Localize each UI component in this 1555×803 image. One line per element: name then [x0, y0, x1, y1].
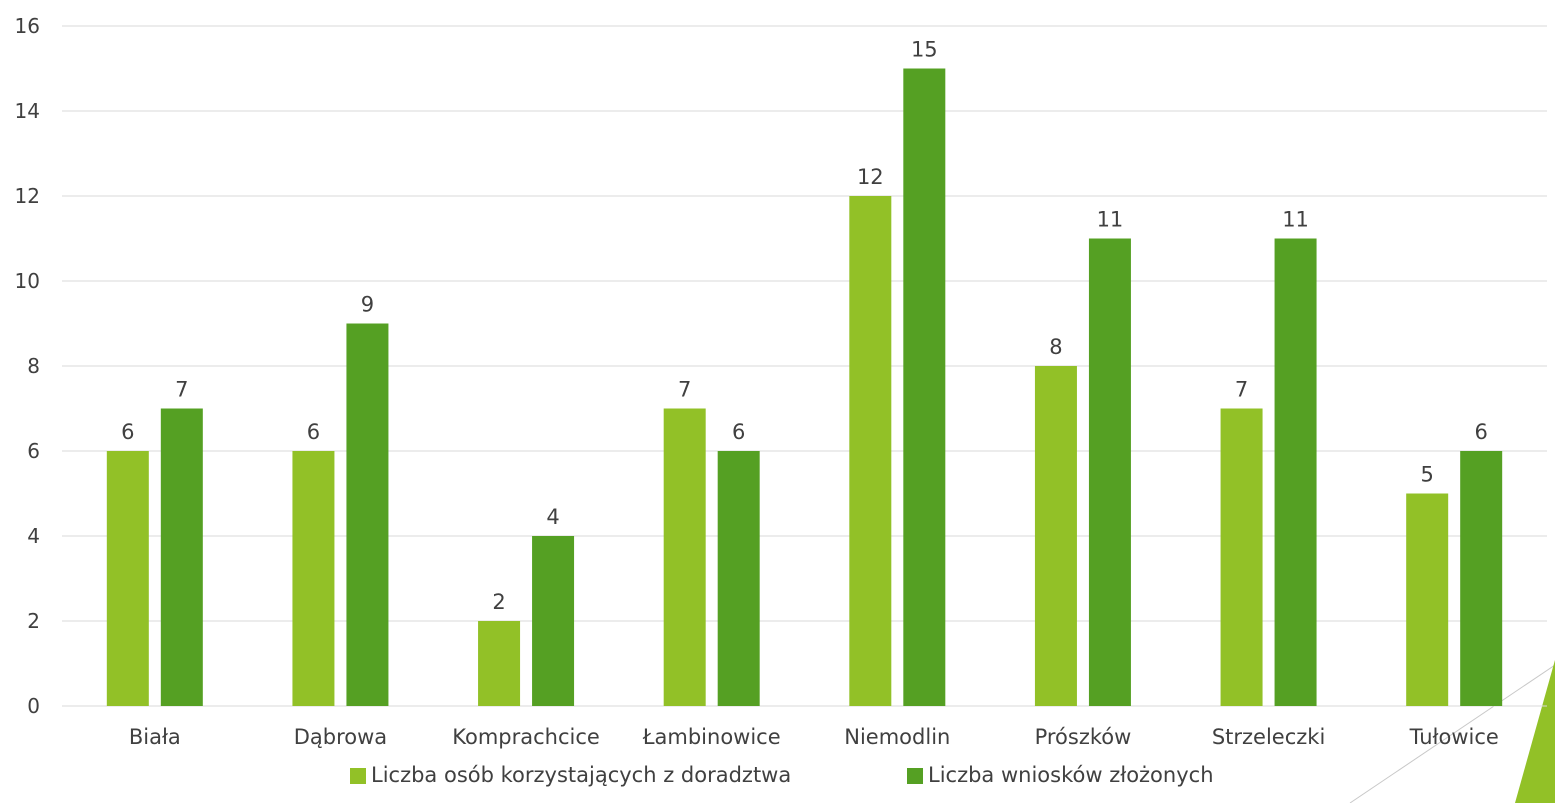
- legend: Liczba osób korzystających z doradztwa Li…: [350, 763, 1214, 787]
- data-label: 11: [1282, 208, 1309, 232]
- y-tick-label: 16: [15, 14, 40, 38]
- corner-decoration-line: [1349, 664, 1555, 803]
- bar-doradztwo: [478, 621, 521, 706]
- bar-doradztwo: [1406, 493, 1449, 706]
- data-label: 12: [857, 165, 884, 189]
- data-label: 15: [911, 38, 938, 62]
- bar-doradztwo: [663, 408, 706, 706]
- data-labels: 6 7 6 9 2 4 7 6 12 15 8 11 7 11 5 6: [121, 38, 1488, 615]
- data-label: 6: [121, 420, 134, 444]
- y-tick-label: 10: [15, 269, 40, 293]
- data-label: 4: [546, 505, 559, 529]
- bar-wnioski: [160, 408, 203, 706]
- category-label: Niemodlin: [844, 725, 950, 749]
- category-label: Biała: [129, 725, 181, 749]
- data-label: 2: [492, 590, 505, 614]
- data-label: 6: [307, 420, 320, 444]
- y-tick-label: 14: [15, 99, 40, 123]
- data-label: 11: [1097, 208, 1124, 232]
- data-label: 9: [361, 293, 374, 317]
- data-label: 5: [1421, 463, 1434, 487]
- data-label: 7: [175, 378, 188, 402]
- category-label: Tułowice: [1409, 725, 1499, 749]
- bar-doradztwo: [1034, 366, 1077, 706]
- bar-doradztwo: [849, 196, 892, 706]
- legend-label: Liczba wniosków złożonych: [928, 763, 1214, 787]
- category-label: Strzeleczki: [1212, 725, 1325, 749]
- category-label: Komprachcice: [452, 725, 600, 749]
- data-label: 7: [678, 378, 691, 402]
- gridlines: [62, 25, 1547, 707]
- corner-decoration: [1349, 660, 1555, 803]
- y-tick-label: 6: [27, 439, 40, 463]
- y-tick-label: 4: [27, 524, 40, 548]
- bar-wnioski: [903, 68, 946, 706]
- data-label: 7: [1235, 378, 1248, 402]
- bar-wnioski: [717, 451, 760, 706]
- category-label: Dąbrowa: [294, 725, 387, 749]
- data-label: 8: [1049, 335, 1062, 359]
- legend-swatch: [350, 768, 366, 784]
- corner-decoration-triangle: [1515, 660, 1555, 803]
- bar-wnioski: [1088, 238, 1131, 706]
- bar-wnioski: [1460, 451, 1503, 706]
- category-labels: Biała Dąbrowa Komprachcice Łambinowice Niemo…: [129, 725, 1499, 749]
- bar-wnioski: [1274, 238, 1317, 706]
- bar-doradztwo: [106, 451, 149, 706]
- bar-doradztwo: [292, 451, 335, 706]
- y-tick-label: 2: [27, 609, 40, 633]
- y-tick-label: 8: [27, 354, 40, 378]
- category-label: Prószków: [1035, 725, 1132, 749]
- data-label: 6: [1475, 420, 1488, 444]
- bar-doradztwo: [1220, 408, 1263, 706]
- bar-wnioski: [346, 323, 389, 706]
- legend-label: Liczba osób korzystających z doradztwa: [371, 763, 791, 787]
- bars: [106, 68, 1503, 706]
- y-tick-label: 12: [15, 184, 40, 208]
- legend-swatch: [907, 768, 923, 784]
- category-label: Łambinowice: [642, 725, 781, 749]
- y-axis-ticks: 0 2 4 6 8 10 12 14 16: [15, 14, 40, 718]
- y-tick-label: 0: [27, 694, 40, 718]
- bar-wnioski: [532, 536, 575, 706]
- data-label: 6: [732, 420, 745, 444]
